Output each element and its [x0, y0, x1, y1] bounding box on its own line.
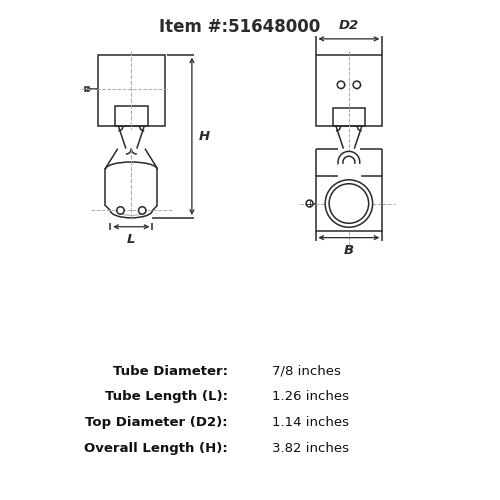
Bar: [114, 106, 148, 126]
Text: H: H: [198, 130, 209, 143]
Circle shape: [338, 152, 360, 173]
Text: Top Diameter (D2):: Top Diameter (D2):: [85, 416, 228, 429]
Text: D2: D2: [339, 20, 359, 32]
Text: Tube Length (L):: Tube Length (L):: [105, 390, 228, 404]
Text: 1.14 inches: 1.14 inches: [272, 416, 349, 429]
Text: 1.26 inches: 1.26 inches: [272, 390, 349, 404]
Text: Overall Length (H):: Overall Length (H):: [84, 442, 228, 455]
Circle shape: [306, 200, 313, 207]
Bar: [316, 54, 382, 127]
Text: 3.82 inches: 3.82 inches: [272, 442, 349, 455]
Bar: [316, 176, 382, 231]
Text: Tube Diameter:: Tube Diameter:: [113, 364, 228, 378]
Text: B: B: [344, 244, 354, 257]
Bar: [338, 164, 360, 177]
Circle shape: [116, 206, 124, 214]
Circle shape: [329, 184, 368, 224]
Bar: [98, 54, 164, 127]
Text: L: L: [127, 233, 136, 246]
Text: 7/8 inches: 7/8 inches: [272, 364, 341, 378]
Bar: [333, 108, 365, 126]
Circle shape: [353, 81, 360, 88]
Text: Item #:51648000: Item #:51648000: [160, 18, 320, 36]
Circle shape: [343, 156, 355, 168]
Bar: [85, 87, 89, 92]
Circle shape: [138, 206, 146, 214]
Circle shape: [338, 81, 344, 88]
Circle shape: [325, 180, 372, 228]
